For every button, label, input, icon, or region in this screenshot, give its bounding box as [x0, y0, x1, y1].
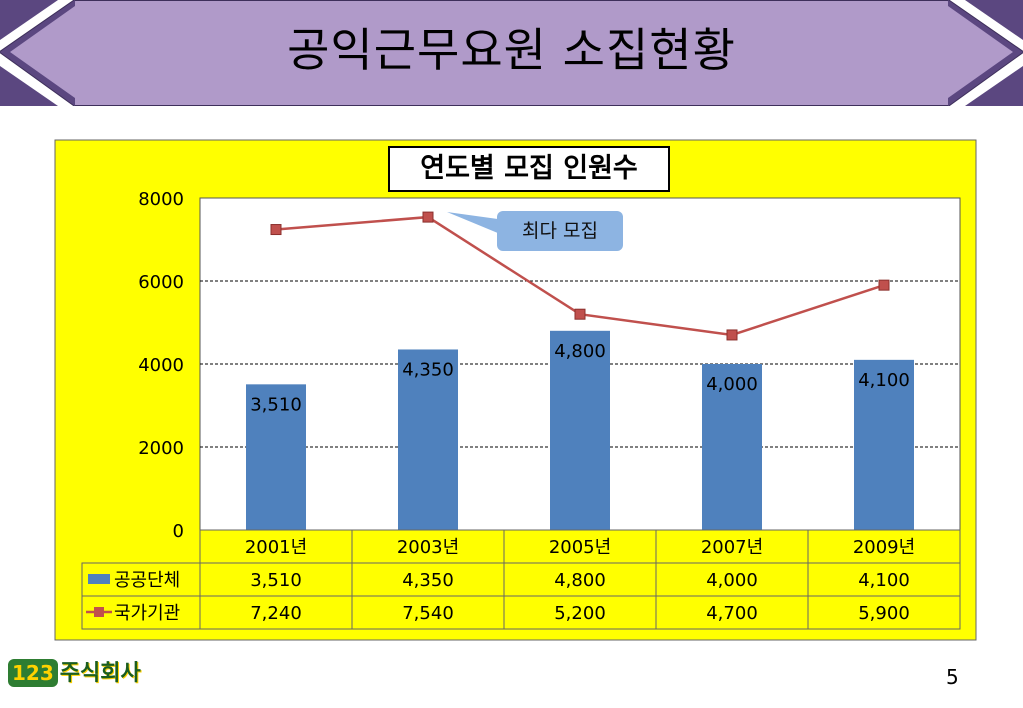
x-category-label: 2001년: [245, 537, 307, 558]
bar: [550, 330, 610, 530]
y-tick-label: 6000: [138, 272, 184, 293]
data-table-cell: 4,800: [554, 570, 606, 591]
line-point: [422, 211, 434, 223]
x-category-label: 2009년: [853, 537, 915, 558]
company-logo: 123 주식회사: [8, 655, 141, 689]
y-tick-label: 4000: [138, 355, 184, 376]
data-table-cell: 4,350: [402, 570, 454, 591]
x-category-label: 2005년: [549, 537, 611, 558]
legend-series-name: 공공단체: [114, 570, 180, 591]
title-banner: [0, 0, 1023, 106]
y-tick-label: 2000: [138, 438, 184, 459]
data-table-cell: 7,240: [250, 603, 302, 624]
line-point: [574, 308, 586, 320]
line-point: [878, 279, 890, 291]
bar-data-label: 4,800: [554, 341, 606, 362]
callout-annotation: 최다 모집: [497, 211, 623, 251]
chart-title: 연도별 모집 인원수: [388, 146, 670, 192]
bar-data-label: 4,000: [706, 374, 758, 395]
y-tick-label: 8000: [138, 189, 184, 210]
legend-series-name: 국가기관: [114, 603, 180, 624]
bar-data-label: 4,100: [858, 370, 910, 391]
data-table-cell: 3,510: [250, 570, 302, 591]
bar: [246, 384, 306, 530]
bar: [854, 359, 914, 530]
data-table-cell: 5,900: [858, 603, 910, 624]
data-table-cell: 5,200: [554, 603, 606, 624]
legend-bar-swatch: [88, 574, 110, 584]
data-table-cell: 4,000: [706, 570, 758, 591]
x-category-label: 2007년: [701, 537, 763, 558]
bar-data-label: 3,510: [250, 394, 302, 415]
data-table-cell: 4,700: [706, 603, 758, 624]
data-table-cell: 7,540: [402, 603, 454, 624]
line-point: [726, 329, 738, 341]
x-category-label: 2003년: [397, 537, 459, 558]
callout-pointer: [447, 212, 505, 236]
bar-data-label: 4,350: [402, 359, 454, 380]
slide-number: 5: [946, 665, 959, 689]
logo-badge: 123: [8, 659, 58, 687]
logo-text: 주식회사: [59, 661, 141, 686]
bar: [398, 349, 458, 530]
page-title: 공익근무요원 소집현황: [287, 23, 736, 77]
bar: [702, 364, 762, 530]
data-table-cell: 4,100: [858, 570, 910, 591]
legend-line-marker: [94, 607, 104, 617]
y-tick-label: 0: [173, 521, 184, 542]
line-point: [270, 224, 282, 236]
